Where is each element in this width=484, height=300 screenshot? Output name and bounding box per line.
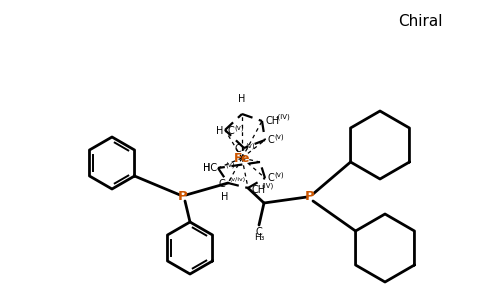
Text: C: C xyxy=(234,144,241,154)
Text: (v/iv): (v/iv) xyxy=(229,178,245,182)
Text: H: H xyxy=(216,126,223,136)
Text: CH: CH xyxy=(265,116,279,126)
Text: -(IV): -(IV) xyxy=(276,114,291,120)
Text: P: P xyxy=(178,190,188,203)
Text: (v): (v) xyxy=(274,134,284,140)
Text: HC: HC xyxy=(203,163,217,173)
Text: C: C xyxy=(228,126,235,136)
Text: H: H xyxy=(203,163,210,173)
Text: C: C xyxy=(268,173,275,183)
Text: P: P xyxy=(305,190,315,203)
Text: (v): (v) xyxy=(225,162,235,168)
Text: Chiral: Chiral xyxy=(398,14,442,29)
Text: (v): (v) xyxy=(274,172,284,178)
Text: H₃: H₃ xyxy=(254,233,264,242)
Text: Fe: Fe xyxy=(234,152,250,164)
Text: (v): (v) xyxy=(245,143,255,149)
Text: C: C xyxy=(256,227,262,237)
Text: H: H xyxy=(238,94,246,104)
Text: CH: CH xyxy=(251,185,265,195)
Text: (IV): (IV) xyxy=(261,183,273,189)
Text: C: C xyxy=(218,179,225,189)
Text: H: H xyxy=(221,192,228,202)
Text: (v): (v) xyxy=(234,125,243,131)
Text: C: C xyxy=(268,135,275,145)
